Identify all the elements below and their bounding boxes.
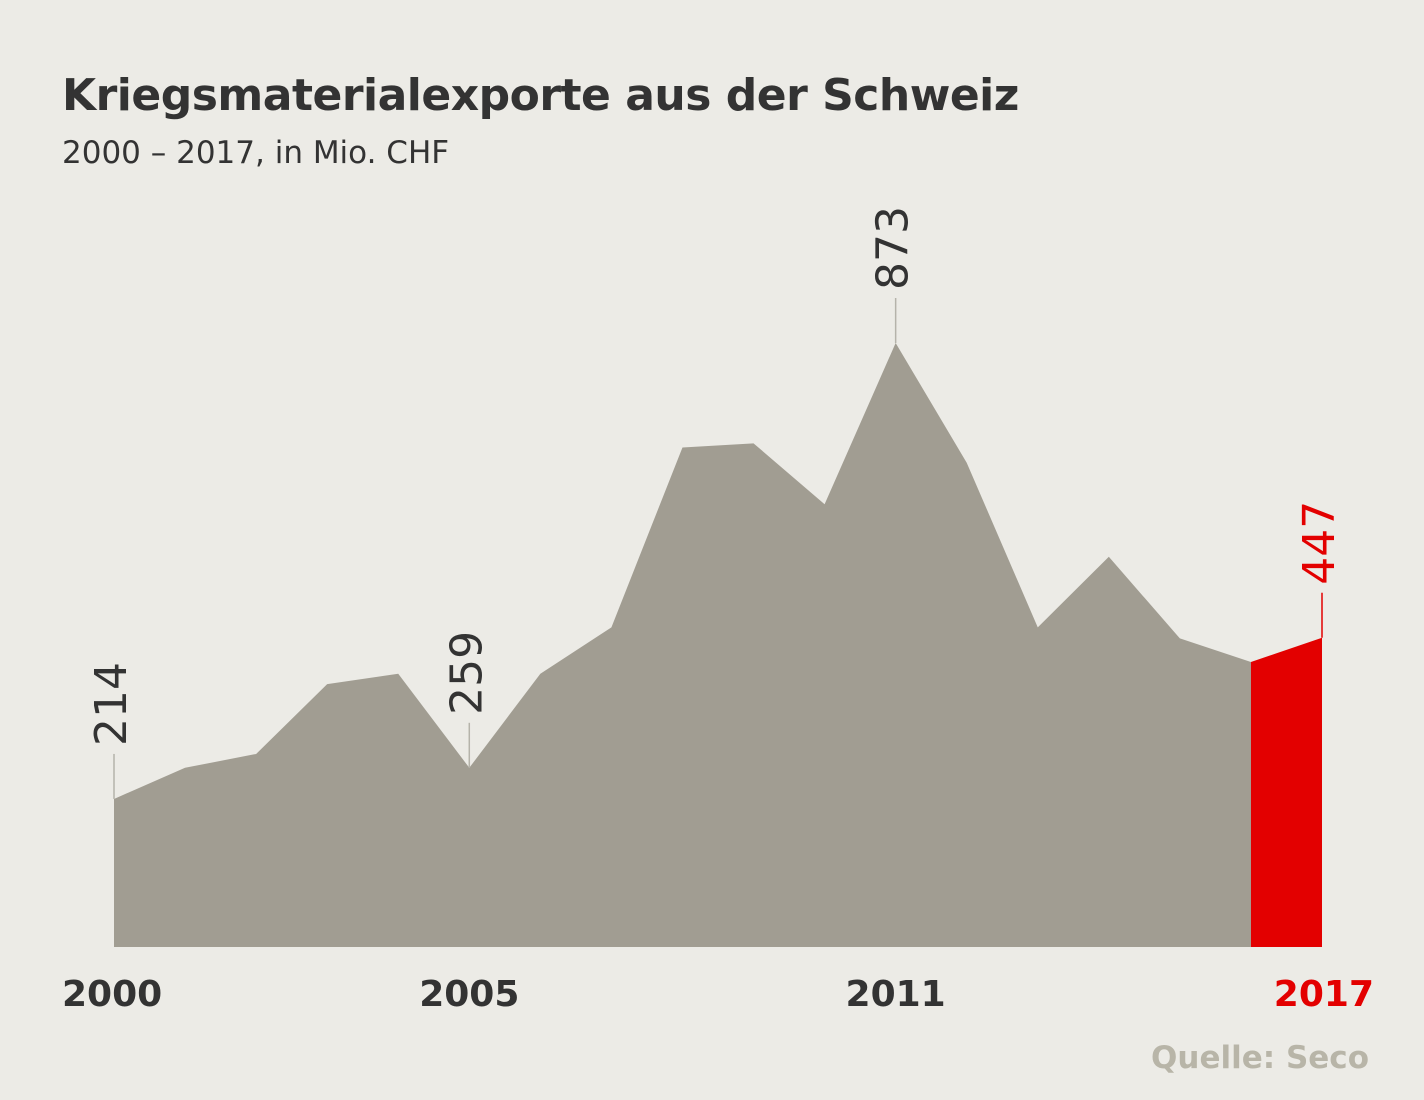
area-series [114, 343, 1251, 947]
x-tick-label-2011: 2011 [846, 974, 946, 1015]
chart-subtitle: 2000 – 2017, in Mio. CHF [62, 135, 450, 171]
x-tick-label-2005: 2005 [419, 974, 519, 1015]
x-tick-label-2000: 2000 [62, 974, 162, 1015]
value-label-2017: 447 [1294, 501, 1345, 585]
value-label-2000: 214 [86, 662, 137, 746]
value-label-2005: 259 [441, 631, 492, 715]
area-highlight-2017 [1250, 637, 1322, 947]
x-tick-label-2017: 2017 [1274, 974, 1374, 1015]
source-note: Quelle: Seco [1151, 1040, 1369, 1076]
chart-title: Kriegsmaterialexporte aus der Schweiz [62, 70, 1019, 121]
value-label-2011: 873 [868, 206, 919, 290]
